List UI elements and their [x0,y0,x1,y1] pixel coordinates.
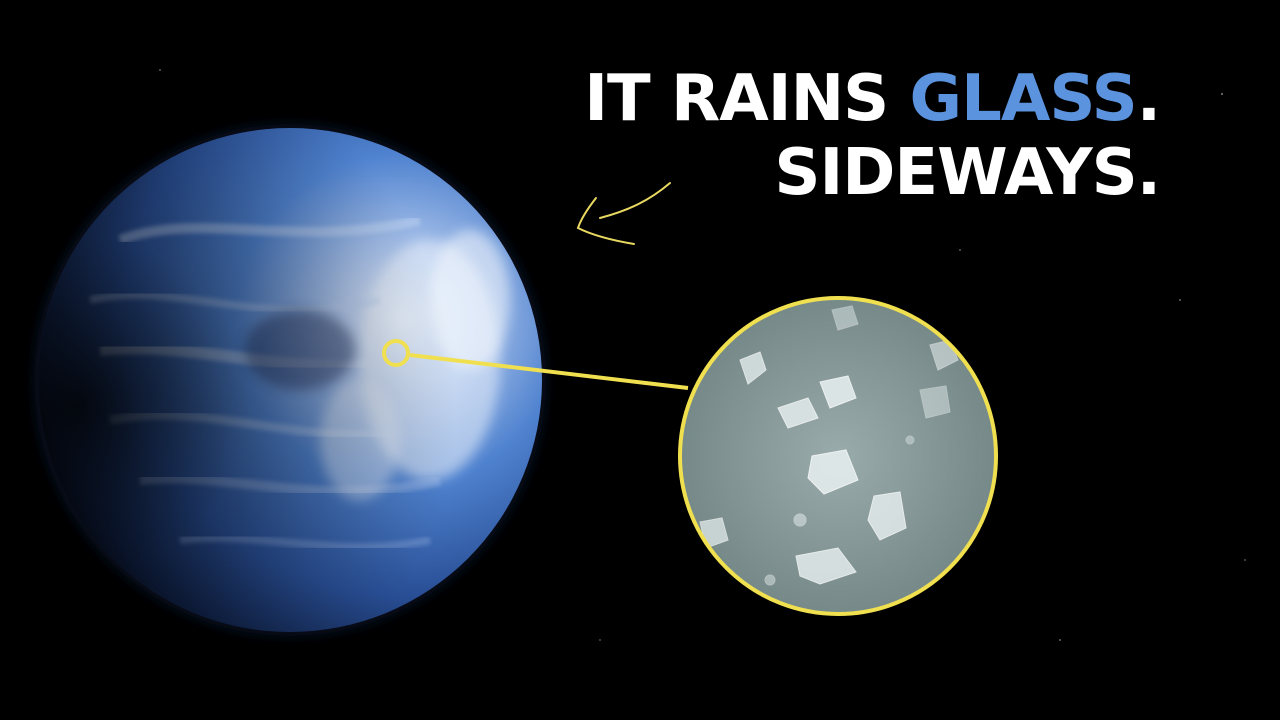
headline-prefix: IT RAINS [584,62,910,136]
curved-arrow-icon [576,182,671,245]
headline-line-2: SIDEWAYS. [774,136,1161,210]
target-ring-icon [382,339,410,367]
magnified-inset [678,296,998,616]
headline-suffix: . [1136,62,1161,136]
headline: IT RAINS GLASS. SIDEWAYS. [584,62,1161,210]
headline-accent-word: GLASS [909,62,1138,136]
glass-shards [699,305,959,586]
planet-clouds [38,128,542,632]
headline-line-1: IT RAINS GLASS. [584,62,1161,136]
planet [34,124,546,636]
callout-connector [382,339,689,390]
